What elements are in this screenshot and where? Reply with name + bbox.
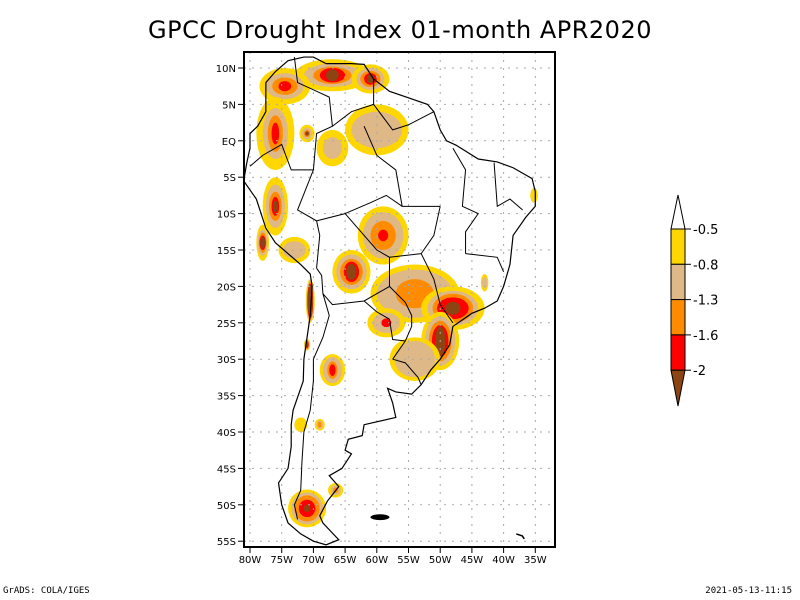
grads-credit: GrADS: COLA/IGES bbox=[3, 586, 90, 596]
latitude-axis: 10N 5N EQ 5S 10S 15S 20S 25S 30S 35S 40S 45S 50S 55S bbox=[216, 64, 244, 548]
lat-tick-label: 45S bbox=[217, 464, 236, 475]
colorbar-level-label: -1.3 bbox=[693, 294, 718, 309]
falkland-islands bbox=[370, 514, 389, 520]
lon-tick-label: 70W bbox=[302, 555, 325, 566]
lon-tick-label: 35W bbox=[524, 555, 547, 566]
lon-tick-label: 60W bbox=[365, 555, 388, 566]
lon-tick-label: 55W bbox=[397, 555, 420, 566]
country-state-border bbox=[494, 163, 523, 210]
lon-tick-label: 50W bbox=[429, 555, 452, 566]
lat-tick-label: EQ bbox=[222, 137, 236, 148]
lon-tick-label: 80W bbox=[239, 555, 262, 566]
lat-tick-label: 25S bbox=[217, 319, 236, 330]
drought-area-c4 bbox=[272, 123, 280, 145]
lat-tick-label: 30S bbox=[217, 355, 236, 366]
drought-area-c1 bbox=[530, 188, 538, 203]
colorbar-arrow-below bbox=[671, 370, 685, 406]
lat-tick-label: 5N bbox=[222, 100, 236, 111]
drought-shading-layer bbox=[256, 59, 537, 527]
drought-area-c4 bbox=[329, 364, 335, 376]
colorbar-swatch-c3 bbox=[671, 300, 685, 335]
map-plot: 10N5NEQ5S10S15S20S25S30S35S40S45S50S55S … bbox=[0, 0, 800, 600]
lon-tick-label: 40W bbox=[492, 555, 515, 566]
lat-tick-label: 50S bbox=[217, 501, 236, 512]
colorbar-level-label: -1.6 bbox=[693, 329, 718, 344]
drought-area-below bbox=[305, 131, 309, 135]
colorbar-legend: -0.5 -0.8 -1.3 -1.6 -2 bbox=[671, 195, 718, 406]
country-state-border bbox=[453, 148, 478, 254]
colorbar-swatch-c4 bbox=[671, 335, 685, 370]
lon-tick-label: 75W bbox=[270, 555, 293, 566]
lat-tick-label: 35S bbox=[217, 392, 236, 403]
lon-tick-label: 45W bbox=[461, 555, 484, 566]
lat-tick-label: 55S bbox=[217, 537, 236, 548]
lat-tick-label: 10N bbox=[216, 64, 236, 75]
colorbar-level-label: -2 bbox=[693, 364, 706, 379]
lat-tick-label: 15S bbox=[217, 246, 236, 257]
drought-area-c4 bbox=[378, 230, 388, 242]
colorbar-level-label: -0.5 bbox=[693, 223, 718, 238]
colorbar-swatch-c2 bbox=[671, 264, 685, 299]
drought-area-below bbox=[304, 505, 310, 512]
drought-area-c2 bbox=[283, 241, 306, 258]
country-state-border bbox=[466, 254, 504, 272]
drought-area-c1 bbox=[294, 417, 307, 432]
lat-tick-label: 10S bbox=[217, 210, 236, 221]
drought-area-below bbox=[260, 237, 265, 249]
lat-tick-label: 40S bbox=[217, 428, 236, 439]
lon-tick-label: 65W bbox=[334, 555, 357, 566]
drought-area-c3 bbox=[318, 422, 322, 428]
drought-area-below bbox=[346, 264, 356, 280]
country-state-border bbox=[294, 294, 329, 520]
colorbar-arrow-above bbox=[671, 195, 685, 229]
drought-area-c4 bbox=[279, 81, 292, 91]
drought-area-below bbox=[273, 200, 278, 212]
colorbar-swatch-c1 bbox=[671, 229, 685, 264]
lat-tick-label: 5S bbox=[223, 173, 236, 184]
drought-area-below bbox=[445, 302, 460, 315]
colorbar-level-label: -0.8 bbox=[693, 258, 718, 273]
drought-area-below bbox=[326, 69, 339, 81]
longitude-axis: 80W 75W 70W 65W 60W 55W 50W 45W 40W 35W bbox=[239, 547, 547, 566]
timestamp: 2021-05-13-11:15 bbox=[705, 586, 792, 596]
lat-tick-label: 20S bbox=[217, 282, 236, 293]
south-georgia-island bbox=[516, 534, 524, 539]
